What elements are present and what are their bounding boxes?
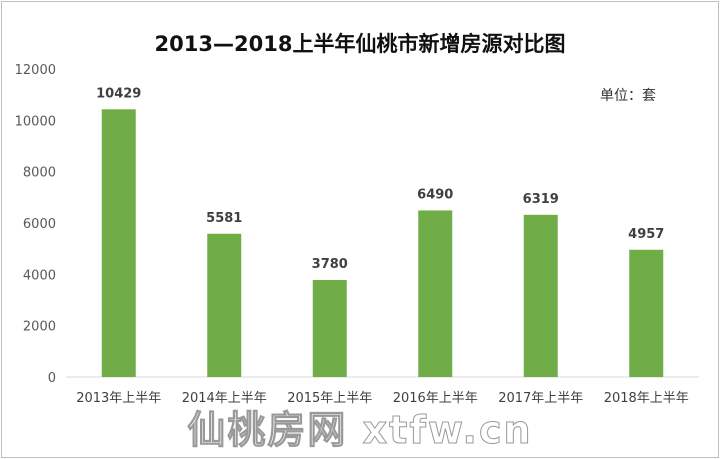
unit-label: 单位：套 bbox=[600, 88, 656, 104]
data-label: 6490 bbox=[417, 187, 453, 202]
watermark: 仙桃房网 xtfw.cn bbox=[187, 408, 533, 452]
x-tick-label: 2014年上半年 bbox=[182, 391, 267, 406]
x-tick-label: 2017年上半年 bbox=[498, 391, 583, 406]
data-label: 5581 bbox=[206, 211, 242, 226]
x-tick-label: 2013年上半年 bbox=[76, 391, 161, 406]
bar bbox=[523, 214, 558, 377]
x-tick-label: 2016年上半年 bbox=[393, 391, 478, 406]
bar bbox=[629, 249, 664, 377]
bar bbox=[101, 109, 136, 378]
y-tick-label: 10000 bbox=[15, 114, 56, 129]
bar bbox=[312, 279, 347, 377]
chart-title: 2013—2018上半年仙桃市新增房源对比图 bbox=[154, 32, 566, 56]
data-label: 3780 bbox=[312, 257, 348, 272]
y-tick-label: 2000 bbox=[23, 320, 56, 335]
y-tick-label: 4000 bbox=[23, 268, 56, 283]
x-tick-label: 2018年上半年 bbox=[604, 391, 689, 406]
bar bbox=[418, 210, 453, 377]
data-label: 6319 bbox=[523, 192, 559, 207]
data-label: 10429 bbox=[96, 86, 141, 101]
x-tick-label: 2015年上半年 bbox=[287, 391, 372, 406]
bar bbox=[207, 233, 242, 377]
y-tick-label: 8000 bbox=[23, 166, 56, 181]
y-tick-label: 6000 bbox=[23, 217, 56, 232]
y-tick-label: 12000 bbox=[15, 63, 56, 78]
y-tick-label: 0 bbox=[48, 371, 56, 386]
data-label: 4957 bbox=[628, 227, 664, 242]
